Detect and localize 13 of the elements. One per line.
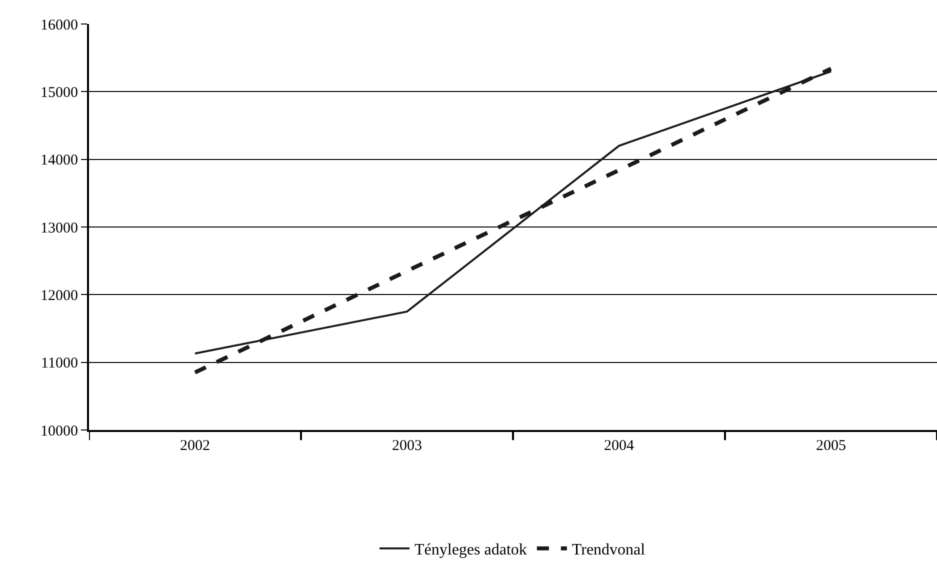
y-tick-label: 13000 <box>40 220 78 236</box>
x-tick-label: 2003 <box>392 438 422 454</box>
y-tick-label: 15000 <box>40 84 78 101</box>
y-tick-label: 12000 <box>40 288 78 304</box>
x-tick-label: 2004 <box>604 438 634 454</box>
y-tick-label: 10000 <box>40 423 78 440</box>
x-tick-label: 2005 <box>816 438 846 454</box>
legend-label: Trendvonal <box>572 542 646 559</box>
legend-label: Tényleges adatok <box>414 542 527 559</box>
x-tick-label: 2002 <box>180 438 210 454</box>
y-tick-label: 11000 <box>41 356 78 372</box>
y-tick-label: 14000 <box>40 152 78 169</box>
y-tick-label: 16000 <box>40 17 78 34</box>
